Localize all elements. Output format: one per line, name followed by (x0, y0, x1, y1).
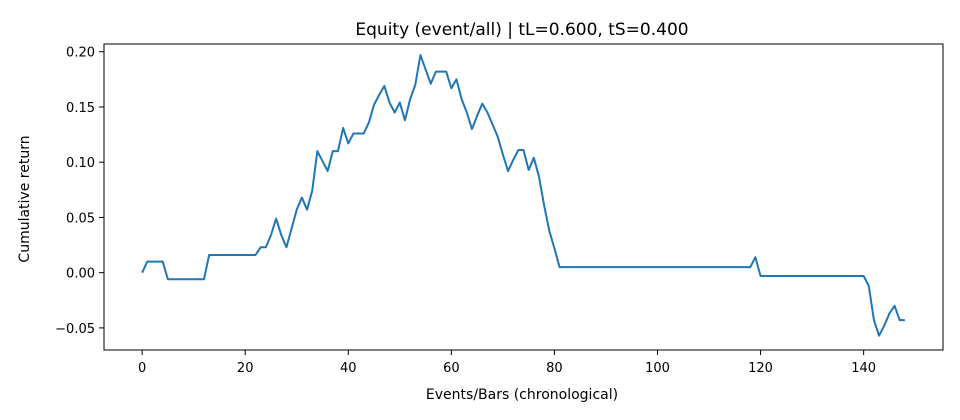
y-tick-label: 0.15 (66, 101, 95, 116)
x-tick-label: 120 (748, 361, 773, 376)
x-tick-label: 140 (851, 361, 876, 376)
x-tick-label: 40 (340, 361, 357, 376)
y-tick-label: 0.05 (66, 211, 95, 226)
x-tick-label: 100 (645, 361, 670, 376)
x-axis-ticks: 0 20 40 60 80 100 120 140 (138, 350, 876, 376)
x-tick-label: 80 (546, 361, 563, 376)
y-axis-label: Cumulative return (17, 135, 33, 262)
x-tick-label: 20 (237, 361, 254, 376)
chart-title: Equity (event/all) | tL=0.600, tS=0.400 (355, 20, 688, 40)
y-axis-ticks: −0.05 0.00 0.05 0.10 0.15 0.20 (55, 46, 104, 337)
x-axis-label: Events/Bars (chronological) (426, 387, 618, 403)
x-tick-label: 0 (138, 361, 146, 376)
x-tick-label: 60 (443, 361, 460, 376)
y-tick-label: 0.00 (66, 267, 95, 282)
y-tick-label: 0.20 (66, 46, 95, 61)
equity-line (141, 54, 905, 337)
plot-frame (103, 43, 944, 351)
y-tick-label: −0.05 (55, 322, 95, 337)
y-tick-label: 0.10 (66, 156, 95, 171)
